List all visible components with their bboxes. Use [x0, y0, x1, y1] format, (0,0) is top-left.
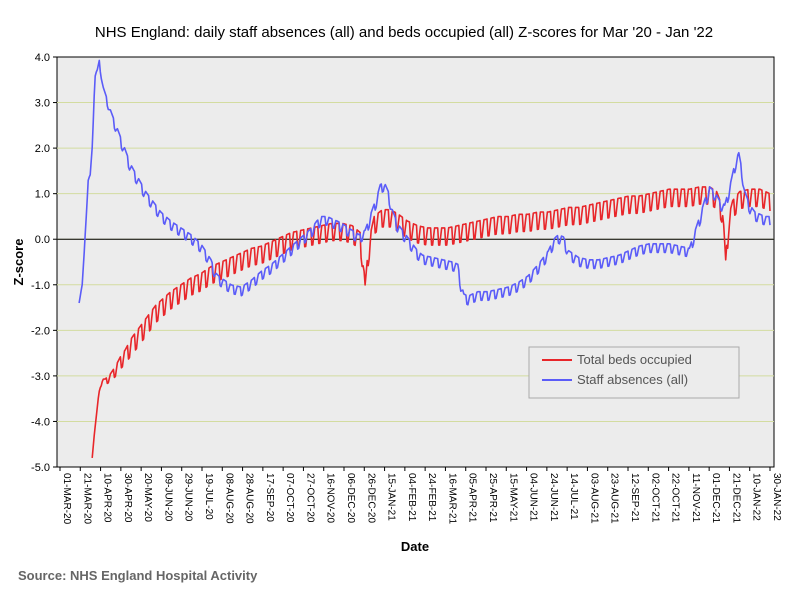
- x-tick-label: 01-MAR-20: [61, 473, 72, 525]
- x-tick-label: 05-APR-21: [467, 473, 478, 523]
- x-tick-label: 27-OCT-20: [304, 473, 315, 523]
- x-tick-label: 30-APR-20: [122, 473, 133, 523]
- x-tick-label: 28-AUG-20: [244, 473, 255, 524]
- y-tick-label: 2.0: [35, 143, 50, 155]
- x-tick-label: 23-AUG-21: [609, 473, 620, 524]
- y-axis-label: Z-score: [11, 239, 26, 286]
- x-tick-label: 29-JUN-20: [183, 473, 194, 522]
- source-note: Source: NHS England Hospital Activity: [18, 568, 258, 583]
- x-tick-label: 07-OCT-20: [284, 473, 295, 523]
- x-tick-label: 21-MAR-20: [81, 473, 92, 525]
- x-tick-label: 02-OCT-21: [649, 473, 660, 523]
- y-tick-label: -1.0: [31, 280, 50, 292]
- plot-area: [56, 56, 775, 468]
- x-tick-label: 26-DEC-20: [365, 473, 376, 523]
- x-tick-label: 24-FEB-21: [426, 473, 437, 522]
- y-tick-label: 0.0: [35, 234, 50, 246]
- x-tick-label: 14-JUL-21: [568, 473, 579, 520]
- x-tick-label: 08-AUG-20: [223, 473, 234, 524]
- x-axis-ticks: 01-MAR-20 21-MAR-20 10-APR-20 30-APR-20 20-M…: [59, 467, 782, 525]
- x-tick-label: 11-NOV-21: [690, 473, 701, 523]
- x-tick-label: 15-JAN-21: [386, 473, 397, 521]
- x-tick-label: 24-JUN-21: [548, 473, 559, 522]
- x-tick-label: 20-MAY-20: [142, 473, 153, 522]
- series-line-0: [91, 186, 771, 458]
- x-axis-label: Date: [401, 539, 429, 554]
- x-tick-label: 19-JUL-20: [203, 473, 214, 520]
- y-axis-ticks: -5.0 -4.0 -3.0 -2.0 -1.0 0.0 1.0 2.0 3.0 4.0: [31, 52, 57, 474]
- x-tick-label: 01-DEC-21: [710, 473, 721, 523]
- x-tick-label: 16-MAR-21: [446, 473, 457, 525]
- x-tick-label: 22-OCT-21: [670, 473, 681, 523]
- x-tick-label: 06-DEC-20: [345, 473, 356, 523]
- y-tick-label: -4.0: [31, 416, 50, 428]
- x-tick-label: 15-MAY-21: [507, 473, 518, 522]
- chart-title: NHS England: daily staff absences (all) …: [95, 24, 713, 41]
- y-tick-label: -2.0: [31, 325, 50, 337]
- x-tick-label: 21-DEC-21: [730, 473, 741, 523]
- x-tick-label: 04-JUN-21: [528, 473, 539, 522]
- x-tick-label: 12-SEP-21: [629, 473, 640, 522]
- series-line-1: [78, 59, 771, 306]
- x-tick-label: 16-NOV-20: [325, 473, 336, 523]
- x-tick-label: 10-JAN-22: [751, 473, 762, 521]
- x-tick-label: 25-APR-21: [487, 473, 498, 523]
- x-tick-label: 03-AUG-21: [588, 473, 599, 524]
- y-tick-label: 4.0: [35, 52, 50, 64]
- y-tick-label: 1.0: [35, 189, 50, 201]
- x-tick-label: 04-FEB-21: [406, 473, 417, 522]
- x-tick-label: 09-JUN-20: [162, 473, 173, 522]
- legend-label-beds: Total beds occupied: [577, 352, 692, 367]
- legend-box: [528, 346, 740, 399]
- legend-label-staff: Staff absences (all): [577, 372, 688, 387]
- legend: Total beds occupied Staff absences (all): [528, 346, 740, 399]
- x-tick-label: 17-SEP-20: [264, 473, 275, 522]
- x-tick-label: 10-APR-20: [102, 473, 113, 523]
- y-tick-label: -5.0: [31, 462, 50, 474]
- y-tick-label: 3.0: [35, 98, 50, 110]
- series-lines: [78, 59, 771, 458]
- y-tick-label: -3.0: [31, 371, 50, 383]
- x-tick-label: 30-JAN-22: [771, 473, 782, 521]
